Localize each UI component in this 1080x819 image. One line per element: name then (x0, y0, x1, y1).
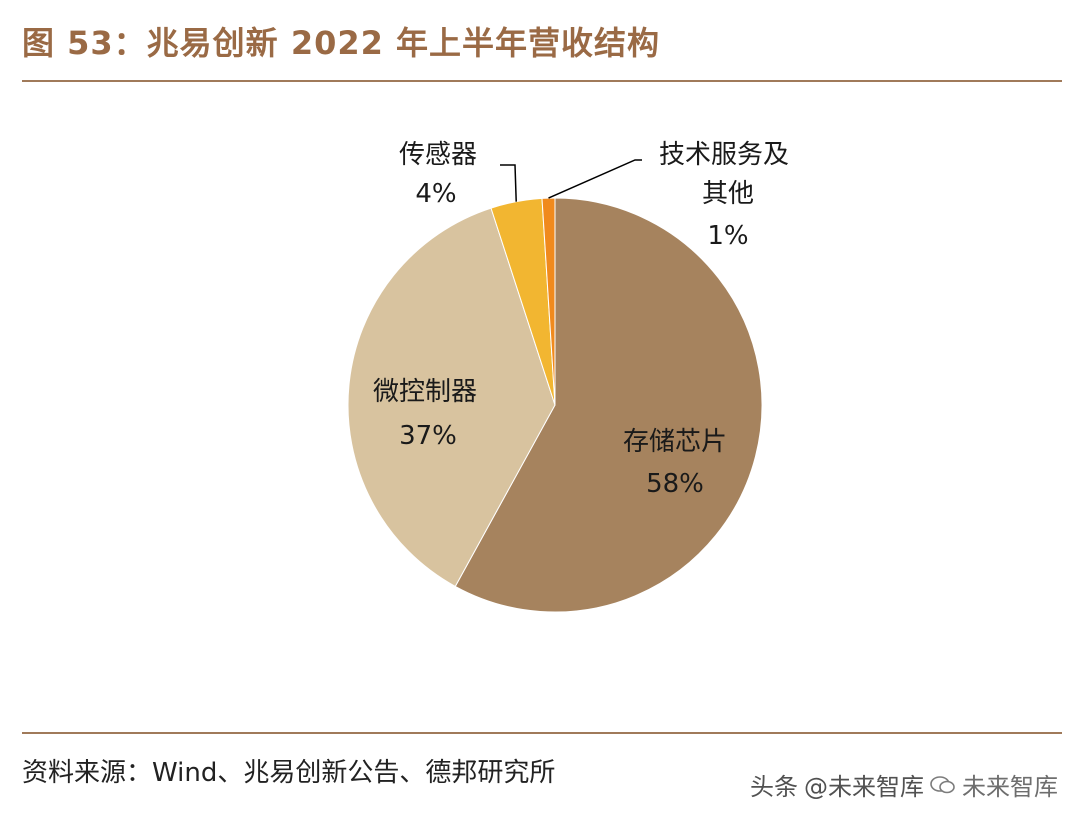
slice-label-3a: 技术服务及 (659, 140, 789, 170)
watermark: 头条 @未来智库 未来智库 (750, 767, 1058, 802)
watermark-wechat-name: 未来智库 (962, 773, 1058, 801)
slice-pct-label-3: 1% (707, 221, 748, 251)
leader-lines (500, 159, 642, 202)
slice-pct-label-1: 37% (399, 421, 457, 451)
slice-pct-label-0: 58% (646, 469, 704, 499)
pie-slices (347, 197, 763, 613)
source-divider (22, 732, 1062, 734)
pie-slice-0 (454, 197, 763, 613)
slice-label-2: 传感器 (399, 140, 477, 170)
leader-line-2 (500, 164, 517, 202)
watermark-platform: 头条 (750, 773, 798, 801)
title-divider (22, 80, 1062, 82)
slice-pct-label-2: 4% (415, 179, 456, 209)
wechat-icon (930, 775, 955, 793)
source-note: 资料来源：Wind、兆易创新公告、德邦研究所 (22, 758, 556, 788)
watermark-handle: @未来智库 (804, 773, 924, 801)
chart-title: 图 53：兆易创新 2022 年上半年营收结构 (22, 24, 661, 62)
slice-label-1: 微控制器 (373, 377, 477, 407)
leader-line-3 (548, 159, 642, 199)
pie-slice-1 (347, 207, 556, 588)
slice-label-3b: 其他 (702, 179, 754, 209)
pie-slice-3 (541, 197, 556, 406)
slice-label-0: 存储芯片 (623, 427, 727, 457)
